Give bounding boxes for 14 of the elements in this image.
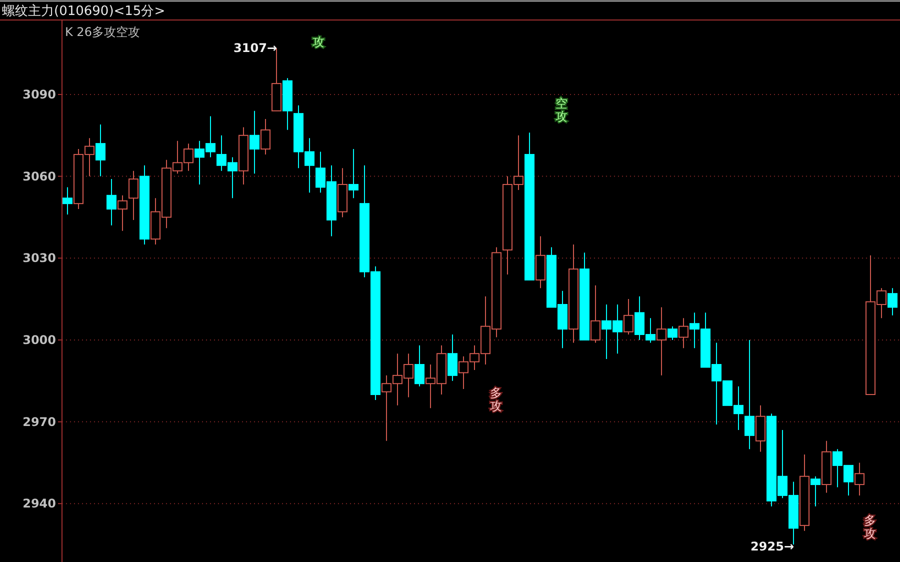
y-tick-label: 3060 — [22, 169, 56, 184]
text: K 26多攻空攻 — [65, 25, 140, 39]
annotation: 空攻 — [555, 96, 568, 124]
annotation: 3107→ — [234, 41, 277, 56]
annotation: 多攻 — [490, 386, 502, 414]
annotation: 多攻 — [864, 514, 876, 541]
y-tick-label: 3090 — [22, 87, 56, 102]
y-tick-label: 3030 — [22, 251, 56, 266]
title: 螺纹主力(010690)<15分> — [2, 4, 166, 19]
annotation: 2925→ — [750, 540, 794, 554]
y-tick-label: 3000 — [22, 332, 56, 347]
y-tick-label: 2940 — [22, 496, 56, 511]
annotation: 攻 — [312, 35, 324, 50]
y-tick-label: 2970 — [22, 414, 56, 429]
